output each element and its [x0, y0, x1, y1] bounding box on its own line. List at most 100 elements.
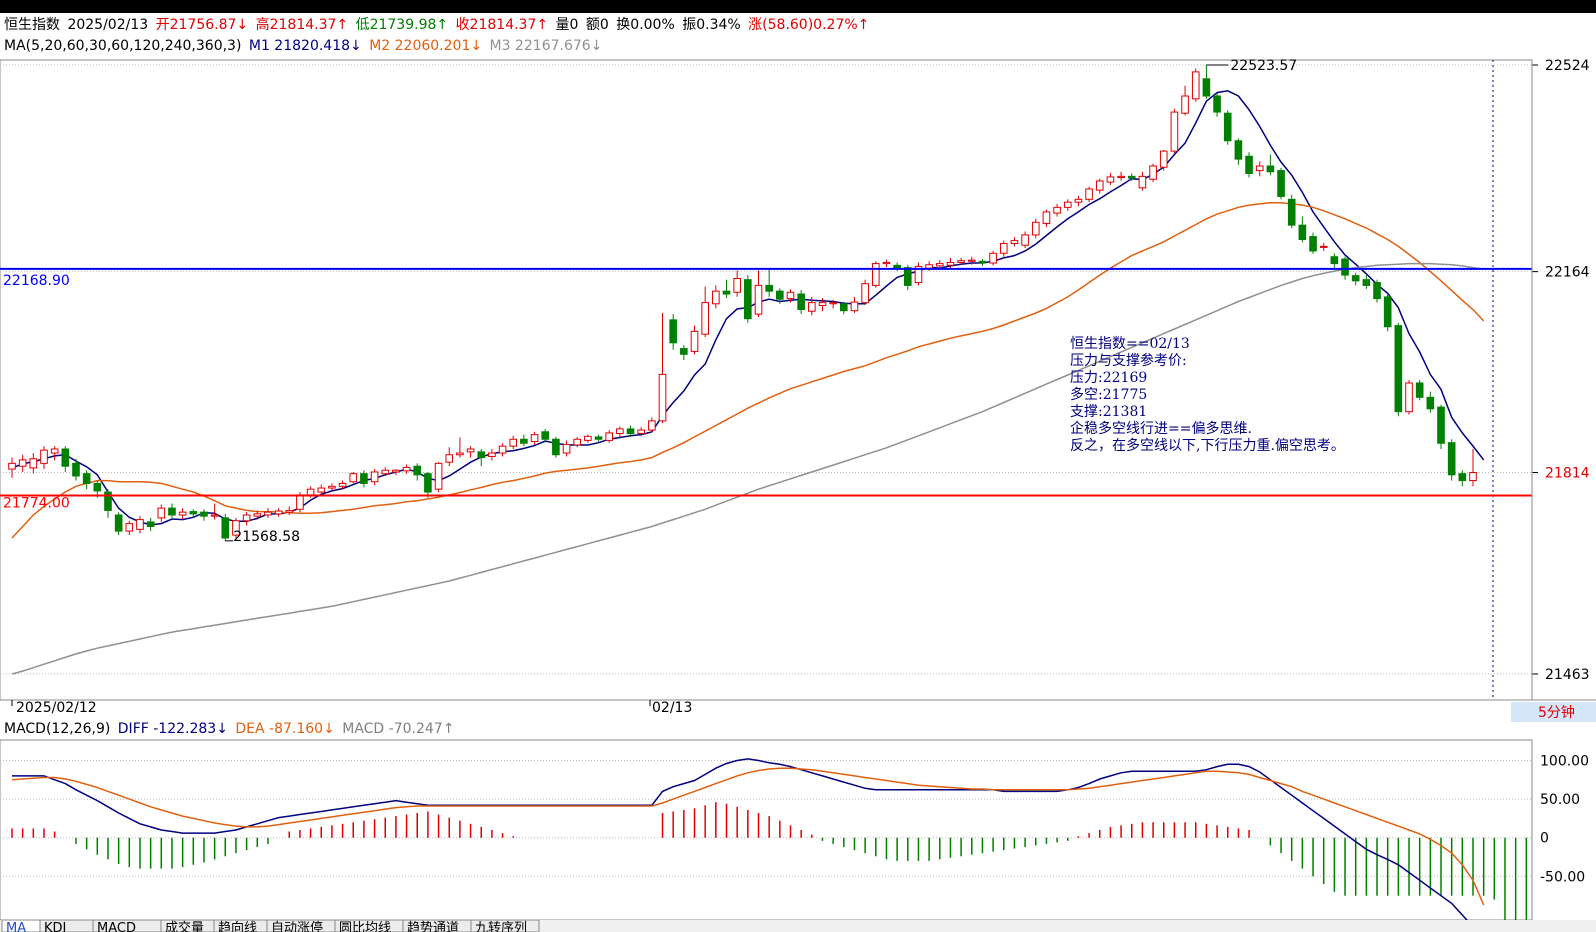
candle [1095, 178, 1104, 194]
candle [1021, 231, 1029, 249]
candle-body [82, 473, 91, 484]
candle [210, 503, 219, 520]
candle-body [114, 514, 123, 532]
candle [999, 240, 1008, 257]
candle-body [210, 514, 219, 517]
candle-body [456, 452, 464, 456]
candle-body [1383, 296, 1392, 328]
candle [882, 259, 891, 268]
candle-body [370, 471, 379, 483]
tab-label: MACD [97, 921, 136, 932]
candle-body [509, 438, 518, 447]
candle-body [1266, 165, 1275, 173]
candle-body [189, 511, 198, 515]
candle-body [477, 451, 486, 459]
candle-body [584, 435, 592, 441]
high-price: 高21814.37↑ [255, 17, 349, 33]
candle-body [264, 511, 272, 516]
candle-body [914, 265, 923, 284]
candle [1266, 154, 1275, 176]
candle [317, 484, 326, 495]
candle-body [1437, 406, 1445, 444]
candle [797, 290, 805, 315]
resistance-label: 22168.90 [3, 273, 70, 289]
candle [637, 427, 645, 436]
high-marker-label: 22523.57 [1230, 58, 1297, 74]
candle [1458, 470, 1467, 487]
candle-body [1234, 140, 1243, 160]
candle-body [690, 330, 699, 352]
turnover: 换0.00% [616, 17, 675, 33]
candle-body [957, 260, 965, 263]
tab-label: 成交量 [165, 920, 204, 932]
candle-body [712, 290, 720, 305]
candle-body [146, 521, 155, 527]
candle-body [1341, 258, 1349, 276]
candle-body [1053, 206, 1061, 214]
candle-body [445, 454, 454, 463]
candle [29, 453, 38, 474]
candle-body [1117, 175, 1125, 179]
candle [1117, 171, 1125, 181]
candle-body [242, 514, 251, 522]
macd-y-tick-label: 100.00 [1540, 753, 1589, 769]
volume: 量0 [555, 17, 579, 33]
candle [871, 261, 880, 288]
candle [808, 296, 816, 316]
candle-body [1021, 234, 1029, 246]
candle [573, 436, 582, 448]
main-plot-area [0, 59, 1533, 701]
candle [1415, 380, 1424, 401]
candle [786, 289, 795, 303]
candle [50, 446, 59, 461]
candle [232, 517, 240, 538]
amount: 额0 [585, 17, 609, 33]
candle [1010, 237, 1019, 247]
candle-body [1405, 382, 1413, 413]
candle-body [168, 507, 176, 516]
candle-body [40, 449, 48, 464]
candle [328, 483, 336, 491]
candle-body [1223, 112, 1232, 142]
candle [1181, 85, 1189, 116]
candle [658, 312, 667, 424]
ma-m2: M2 22060.201↓ [369, 38, 483, 54]
candle-body [1298, 224, 1307, 240]
candle [61, 446, 70, 472]
candle-body [306, 488, 315, 496]
tab-label: 趋势通道 [407, 920, 459, 932]
candle-body [744, 279, 752, 320]
candle [1351, 272, 1360, 286]
candle-body [381, 469, 390, 475]
candle-body [317, 487, 326, 493]
candle [178, 508, 187, 520]
candle-body [616, 428, 624, 434]
tab-label: 自动涨停 [271, 920, 323, 932]
candle [701, 286, 709, 338]
tab-8[interactable] [470, 919, 540, 932]
candle [1405, 380, 1413, 415]
candle-body [1245, 155, 1253, 174]
candle [82, 470, 91, 490]
change: 涨(58.60)0.27%↑ [748, 17, 870, 33]
candle [530, 431, 539, 445]
candle-body [1458, 473, 1467, 482]
candle [1202, 65, 1211, 99]
amplitude: 振0.34% [682, 17, 741, 33]
candle [509, 435, 518, 449]
candle [264, 508, 272, 518]
candle [136, 516, 144, 534]
macd-y-tick-label: -50.00 [1540, 869, 1585, 885]
candle-body [999, 243, 1008, 254]
candle-body [402, 466, 411, 472]
candle-body [1277, 170, 1285, 197]
candle [669, 314, 677, 350]
candle [562, 440, 571, 457]
candle-body [765, 284, 773, 292]
candle [434, 462, 443, 493]
candle-body [520, 438, 528, 444]
candle [200, 509, 208, 521]
period-box[interactable] [1511, 702, 1596, 722]
tab-label: 趋向线 [218, 920, 257, 932]
